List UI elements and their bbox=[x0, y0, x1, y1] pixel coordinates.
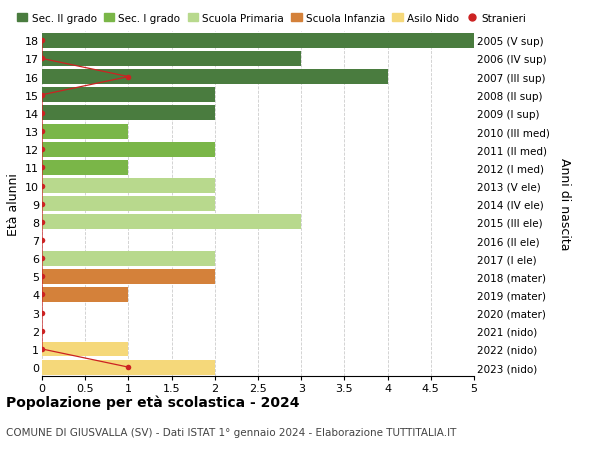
Bar bbox=[42, 70, 388, 85]
Bar bbox=[42, 161, 128, 175]
Bar bbox=[42, 88, 215, 103]
Bar bbox=[42, 52, 301, 67]
Bar bbox=[42, 34, 474, 49]
Bar bbox=[42, 124, 128, 139]
Bar bbox=[42, 142, 215, 157]
Bar bbox=[42, 251, 215, 266]
Bar bbox=[42, 360, 215, 375]
Y-axis label: Età alunni: Età alunni bbox=[7, 173, 20, 235]
Bar bbox=[42, 269, 215, 284]
Bar bbox=[42, 197, 215, 212]
Bar bbox=[42, 179, 215, 194]
Y-axis label: Anni di nascita: Anni di nascita bbox=[558, 158, 571, 251]
Text: Popolazione per età scolastica - 2024: Popolazione per età scolastica - 2024 bbox=[6, 395, 299, 409]
Bar bbox=[42, 215, 301, 230]
Text: COMUNE DI GIUSVALLA (SV) - Dati ISTAT 1° gennaio 2024 - Elaborazione TUTTITALIA.: COMUNE DI GIUSVALLA (SV) - Dati ISTAT 1°… bbox=[6, 427, 457, 437]
Legend: Sec. II grado, Sec. I grado, Scuola Primaria, Scuola Infanzia, Asilo Nido, Stran: Sec. II grado, Sec. I grado, Scuola Prim… bbox=[17, 13, 526, 23]
Bar bbox=[42, 287, 128, 302]
Bar bbox=[42, 106, 215, 121]
Bar bbox=[42, 342, 128, 357]
